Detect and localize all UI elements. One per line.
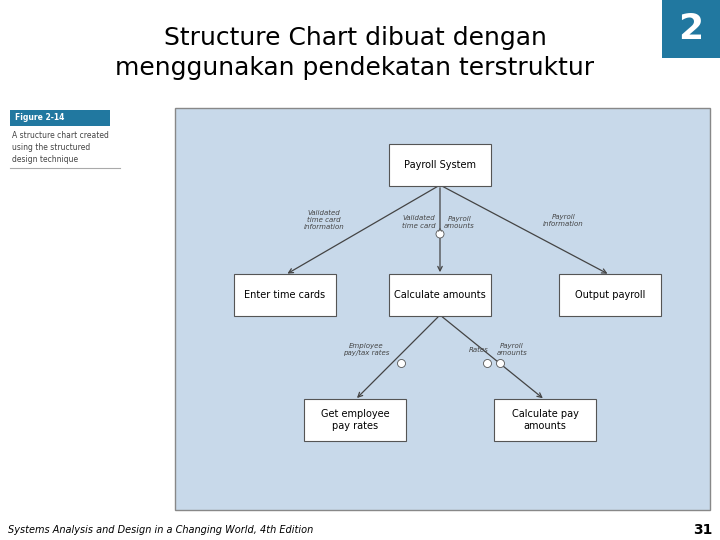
Circle shape (436, 230, 444, 238)
Text: Validated
time card
information: Validated time card information (304, 210, 344, 230)
Text: Payroll System: Payroll System (404, 160, 476, 170)
FancyBboxPatch shape (389, 144, 491, 186)
Text: Validated
time card: Validated time card (402, 215, 436, 228)
Text: Enter time cards: Enter time cards (244, 290, 325, 300)
Text: design technique: design technique (12, 156, 78, 165)
Bar (10, 110, 110, 126)
Circle shape (497, 360, 505, 368)
Text: Payroll
information: Payroll information (543, 213, 584, 226)
Bar (175, 108, 710, 510)
Text: 31: 31 (693, 523, 712, 537)
Text: Figure 2-14: Figure 2-14 (15, 113, 64, 123)
Text: 2: 2 (678, 12, 703, 46)
Text: Payroll
amounts: Payroll amounts (444, 215, 474, 228)
Text: menggunakan pendekatan terstruktur: menggunakan pendekatan terstruktur (115, 56, 595, 80)
Text: Rates: Rates (469, 347, 488, 353)
Text: using the structured: using the structured (12, 144, 90, 152)
FancyBboxPatch shape (389, 274, 491, 316)
Text: Calculate pay
amounts: Calculate pay amounts (512, 409, 578, 431)
FancyBboxPatch shape (494, 399, 596, 441)
FancyBboxPatch shape (304, 399, 406, 441)
Text: Get employee
pay rates: Get employee pay rates (320, 409, 390, 431)
Circle shape (397, 360, 405, 368)
Circle shape (484, 360, 492, 368)
Text: Payroll
amounts: Payroll amounts (497, 343, 527, 356)
Text: Systems Analysis and Design in a Changing World, 4th Edition: Systems Analysis and Design in a Changin… (8, 525, 313, 535)
Bar (662, 0, 720, 58)
Text: Calculate amounts: Calculate amounts (394, 290, 486, 300)
FancyBboxPatch shape (559, 274, 661, 316)
Text: Output payroll: Output payroll (575, 290, 645, 300)
Text: Employee
pay/tax rates: Employee pay/tax rates (343, 343, 390, 356)
FancyBboxPatch shape (234, 274, 336, 316)
Text: Structure Chart dibuat dengan: Structure Chart dibuat dengan (163, 26, 546, 50)
Text: A structure chart created: A structure chart created (12, 132, 109, 140)
